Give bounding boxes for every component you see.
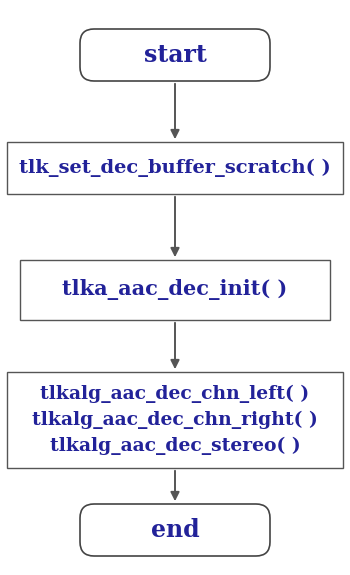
Text: start: start bbox=[144, 43, 206, 67]
FancyBboxPatch shape bbox=[80, 504, 270, 556]
Text: tlka_aac_dec_init( ): tlka_aac_dec_init( ) bbox=[62, 279, 288, 301]
FancyBboxPatch shape bbox=[7, 372, 343, 468]
Text: end: end bbox=[151, 518, 199, 542]
FancyBboxPatch shape bbox=[7, 142, 343, 194]
Text: tlkalg_aac_dec_chn_left( )
tlkalg_aac_dec_chn_right( )
tlkalg_aac_dec_stereo( ): tlkalg_aac_dec_chn_left( ) tlkalg_aac_de… bbox=[32, 385, 318, 455]
Text: tlk_set_dec_buffer_scratch( ): tlk_set_dec_buffer_scratch( ) bbox=[19, 159, 331, 177]
FancyBboxPatch shape bbox=[20, 260, 330, 320]
FancyBboxPatch shape bbox=[80, 29, 270, 81]
